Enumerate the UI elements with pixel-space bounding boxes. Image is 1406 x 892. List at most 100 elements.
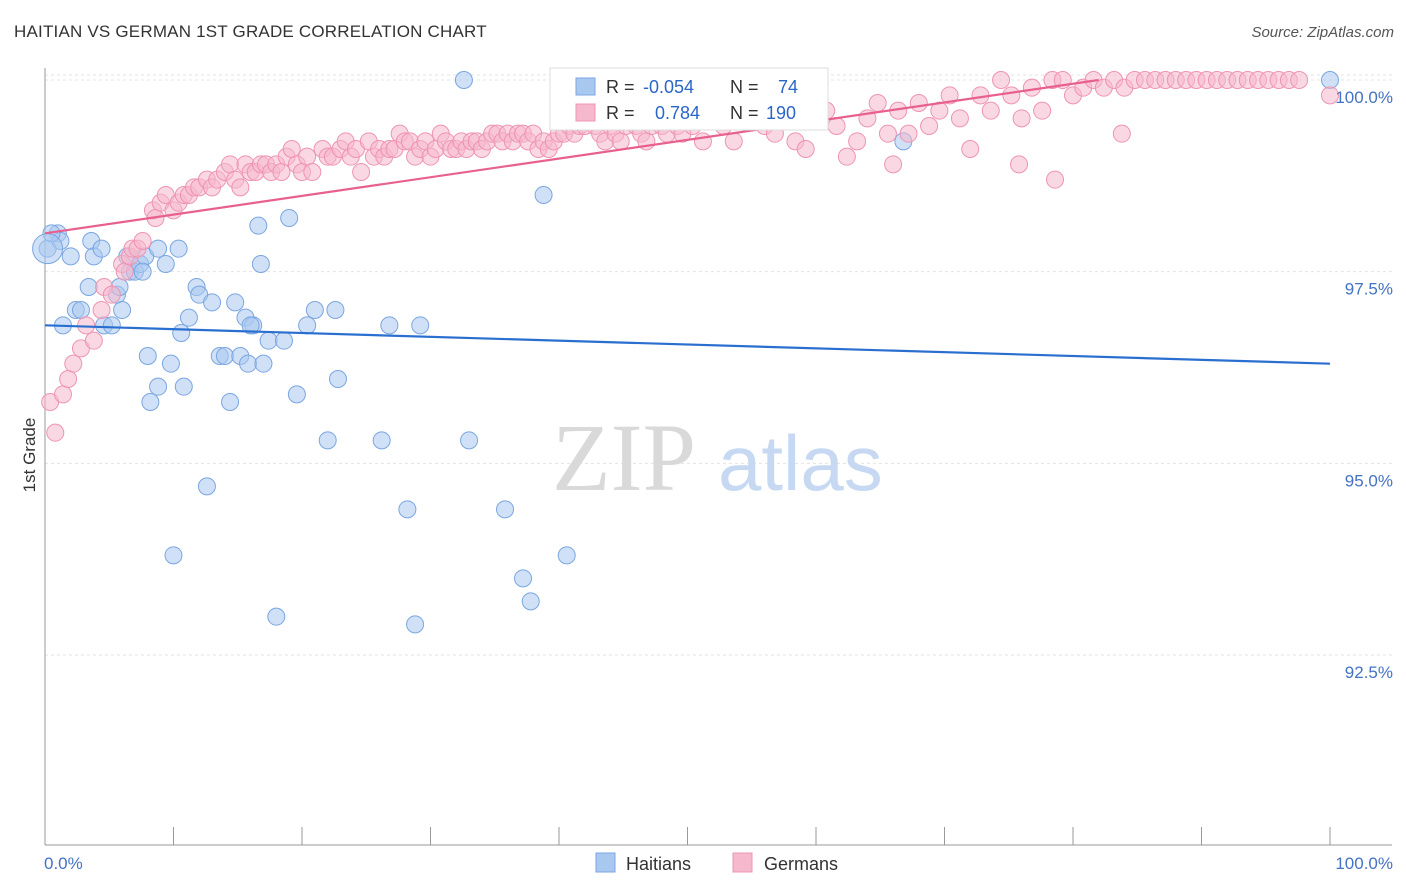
point-germans-8 xyxy=(92,301,111,319)
point-germans-142 xyxy=(920,117,939,135)
point-haitians-25 xyxy=(156,255,175,273)
point-haitians-58 xyxy=(380,316,399,335)
point-haitians-6 xyxy=(71,301,90,319)
tick-labels: 100.0% 97.5% 95.0% 92.5% 0.0% 100.0% xyxy=(44,88,1393,873)
point-germans-2 xyxy=(53,385,72,404)
point-germans-47 xyxy=(303,163,322,181)
y-tick-label-2: 95.0% xyxy=(1345,471,1393,490)
point-haitians-65 xyxy=(514,569,533,588)
point-haitians-72 xyxy=(133,262,152,281)
x-tick-label-1: 100.0% xyxy=(1335,854,1393,873)
point-haitians-50 xyxy=(280,209,299,227)
point-haitians-37 xyxy=(215,347,234,365)
point-haitians-28 xyxy=(169,239,188,258)
point-haitians-35 xyxy=(203,293,222,312)
point-haitians-49 xyxy=(275,331,294,350)
point-germans-120 xyxy=(693,132,712,151)
point-haitians-38 xyxy=(221,393,240,411)
stats-r-label-germans: R = xyxy=(606,103,635,123)
point-germans-140 xyxy=(899,124,918,143)
point-germans-46 xyxy=(298,147,317,166)
point-germans-4 xyxy=(64,354,83,373)
trend-lines xyxy=(44,78,1331,365)
point-haitians-12 xyxy=(102,316,121,335)
watermark-atlas: atlas xyxy=(718,419,883,507)
point-haitians-48 xyxy=(267,607,286,626)
axes xyxy=(44,68,1392,846)
point-haitians-51 xyxy=(287,385,306,404)
point-haitians-22 xyxy=(141,393,160,411)
y-tick-label-1: 97.5% xyxy=(1345,280,1393,299)
point-haitians-23 xyxy=(149,377,168,396)
point-germans-138 xyxy=(878,124,897,143)
point-haitians-31 xyxy=(179,308,198,327)
point-haitians-39 xyxy=(226,293,245,312)
legend-label-haitians: Haitians xyxy=(626,854,691,874)
point-germans-137 xyxy=(868,94,887,112)
watermark-zip: ZIP xyxy=(552,404,696,511)
point-germans-144 xyxy=(940,86,959,105)
point-germans-148 xyxy=(981,101,1000,120)
y-tick-label-0: 100.0% xyxy=(1335,88,1393,107)
point-germans-179 xyxy=(1321,86,1339,105)
legend-swatch-haitians xyxy=(595,852,616,873)
point-germans-149 xyxy=(992,71,1011,89)
point-haitians-45 xyxy=(251,255,270,273)
point-haitians-59 xyxy=(398,500,417,519)
point-haitians-15 xyxy=(113,301,132,319)
point-haitians-44 xyxy=(249,216,268,235)
point-germans-10 xyxy=(102,285,121,304)
point-haitians-54 xyxy=(318,431,337,450)
x-tick-label-0: 0.0% xyxy=(44,854,83,873)
point-haitians-56 xyxy=(328,370,347,388)
point-germans-105 xyxy=(611,132,630,151)
scatter-points xyxy=(32,71,1339,634)
point-germans-41 xyxy=(272,163,291,181)
point-haitians-62 xyxy=(454,71,473,89)
stats-n-value-germans: 190 xyxy=(766,103,796,123)
point-germans-145 xyxy=(950,109,969,128)
stats-n-value-haitians: 74 xyxy=(778,77,798,97)
point-haitians-73 xyxy=(241,316,260,335)
point-germans-153 xyxy=(1033,101,1052,120)
point-germans-182 xyxy=(1010,155,1029,174)
legend-label-germans: Germans xyxy=(764,854,838,874)
point-haitians-24 xyxy=(149,239,168,258)
point-germans-7 xyxy=(84,331,103,350)
point-haitians-67 xyxy=(534,186,553,204)
point-haitians-29 xyxy=(172,324,191,342)
stats-legend-swatch-germans xyxy=(575,103,596,122)
stats-legend-box xyxy=(549,67,829,131)
series-legend: Haitians Germans xyxy=(595,852,838,874)
chart-source: Source: ZipAtlas.com xyxy=(1251,24,1394,41)
stats-r-value-haitians: -0.054 xyxy=(643,77,694,97)
point-germans-1 xyxy=(46,423,65,442)
point-germans-146 xyxy=(961,140,980,158)
point-germans-181 xyxy=(1046,170,1065,189)
trend-line-haitians xyxy=(44,324,1331,365)
point-germans-178 xyxy=(1290,71,1309,89)
point-haitians-47 xyxy=(259,331,278,350)
stats-n-label-germans: N = xyxy=(730,103,759,123)
point-haitians-4 xyxy=(61,247,80,266)
point-haitians-52 xyxy=(298,316,317,335)
point-haitians-61 xyxy=(411,316,430,335)
point-haitians-53 xyxy=(305,301,324,319)
stats-r-value-germans: 0.784 xyxy=(655,103,700,123)
point-germans-141 xyxy=(909,94,928,112)
point-germans-43 xyxy=(282,140,301,158)
point-haitians-60 xyxy=(406,615,425,634)
point-germans-31 xyxy=(221,155,240,174)
point-germans-33 xyxy=(231,178,250,197)
point-germans-152 xyxy=(1022,78,1041,97)
y-tick-label-3: 92.5% xyxy=(1345,663,1393,682)
y-axis-title: 1st Grade xyxy=(20,418,39,493)
point-haitians-26 xyxy=(161,354,180,373)
stats-legend: R = -0.054 N = 74 R = 0.784 N = 190 xyxy=(549,67,829,131)
point-germans-16 xyxy=(133,232,152,250)
point-germans-180 xyxy=(1112,124,1131,143)
point-haitians-10 xyxy=(92,239,111,258)
stats-legend-swatch-haitians xyxy=(575,77,596,96)
point-germans-12 xyxy=(115,262,134,281)
point-haitians-57 xyxy=(372,431,391,450)
